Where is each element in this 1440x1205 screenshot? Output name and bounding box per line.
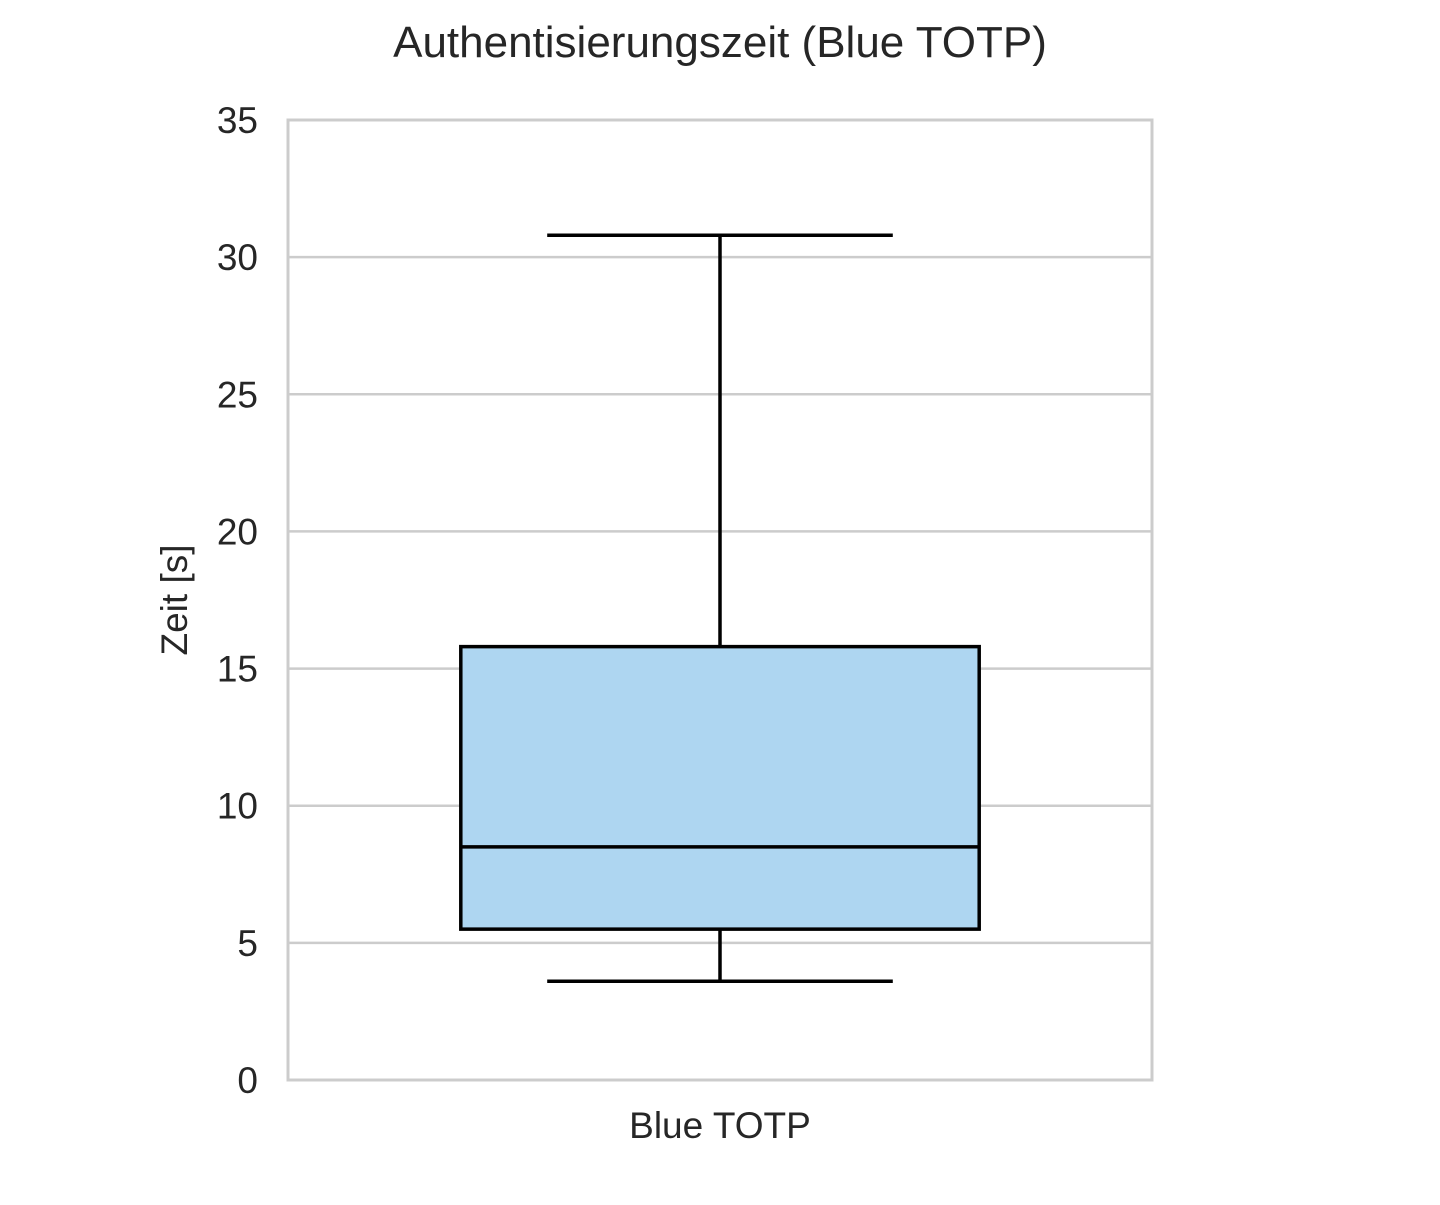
y-tick-label: 25 — [217, 374, 258, 415]
y-tick-label: 15 — [217, 649, 258, 690]
plot-frame — [286, 118, 1154, 1082]
y-tick-label: 20 — [217, 511, 258, 552]
y-axis-label: Zeit [s] — [154, 544, 195, 655]
box-layer — [459, 233, 981, 984]
y-tick-label: 35 — [217, 100, 258, 141]
y-tick-label: 0 — [237, 1060, 258, 1101]
y-tick-label: 10 — [217, 786, 258, 827]
y-tick-label: 5 — [237, 923, 258, 964]
y-tick-label: 30 — [217, 237, 258, 278]
x-tick-label: Blue TOTP — [629, 1105, 811, 1146]
x-tick-labels: Blue TOTP — [629, 1105, 811, 1146]
y-tick-labels: 0 5 10 15 20 25 30 35 — [217, 100, 258, 1101]
iqr-box — [459, 644, 981, 931]
chart-title: Authentisierungszeit (Blue TOTP) — [393, 18, 1047, 67]
